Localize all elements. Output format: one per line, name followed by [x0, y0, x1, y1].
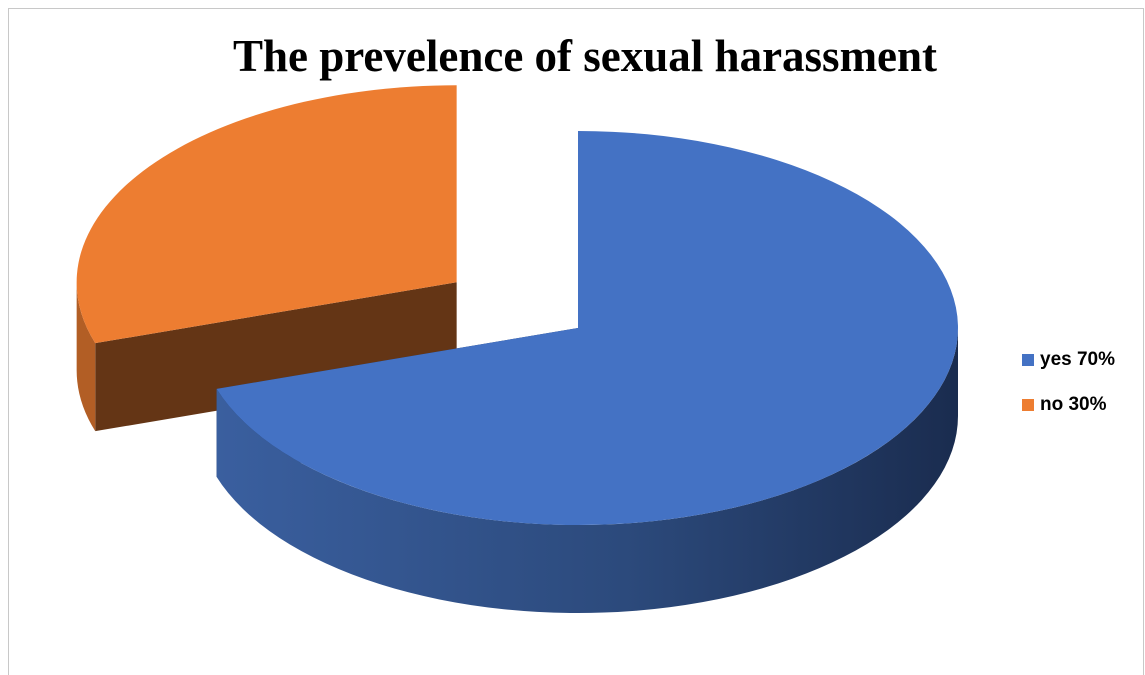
slice-no-wall-0 — [95, 282, 457, 432]
slice-no-top — [76, 85, 457, 344]
legend-item-yes: yes 70% — [1022, 348, 1115, 372]
slice-yes — [216, 131, 959, 613]
legend: yes 70% no 30% — [1022, 348, 1115, 438]
pie-slices — [76, 85, 959, 613]
slice-yes-rim — [216, 328, 959, 613]
legend-label-no: no 30% — [1040, 394, 1107, 415]
chart-frame — [8, 8, 1144, 675]
legend-swatch-no — [1022, 399, 1034, 411]
chart-title: The prevelence of sexual harassment — [232, 31, 938, 81]
legend-label-yes: yes 70% — [1040, 349, 1116, 370]
slice-no — [76, 85, 457, 432]
slice-yes-top — [216, 131, 958, 525]
legend-item-no: no 30% — [1022, 393, 1115, 417]
slice-no-rim — [76, 282, 96, 432]
legend-swatch-yes — [1022, 354, 1034, 366]
